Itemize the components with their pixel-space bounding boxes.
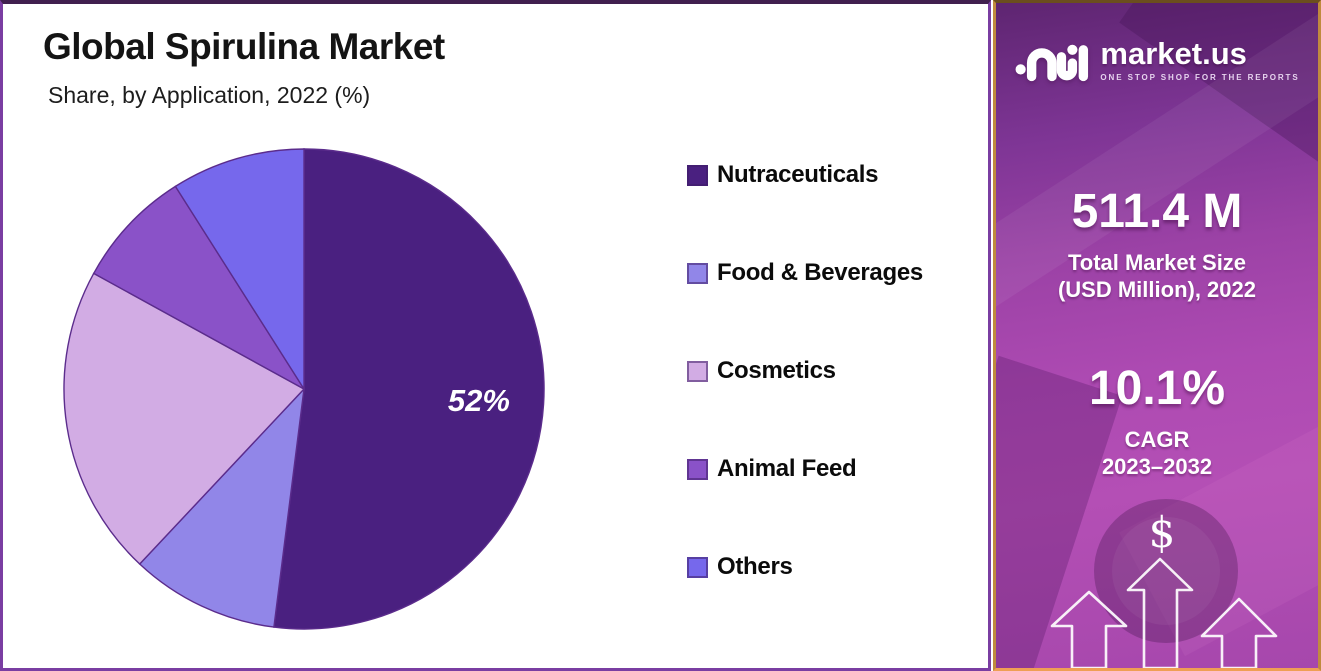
up-arrow-icon	[1126, 557, 1194, 668]
pie-slice-nutraceuticals	[273, 148, 545, 630]
pie-value-label: 52%	[448, 383, 510, 418]
legend-item-others: Others	[687, 553, 923, 580]
pie-slice-food-beverages	[138, 386, 305, 628]
market-size-label-line1: Total Market Size	[1067, 249, 1247, 275]
chart-title: Global Spirulina Market	[43, 26, 445, 67]
chart-panel: Global Spirulina Market Share, by Applic…	[0, 0, 991, 671]
brand: market.us ONE STOP SHOP FOR THE REPORTS	[996, 31, 1318, 89]
pie-slice-animal-feed	[92, 185, 305, 390]
cagr-stat: 10.1% CAGR 2023–2032	[996, 362, 1318, 481]
legend-label-others: Others	[717, 553, 793, 580]
up-arrow-icon	[1200, 597, 1278, 668]
market-size-stat: 511.4 M Total Market Size (USD Million),…	[996, 185, 1318, 304]
cagr-label-line2: 2023–2032	[1101, 454, 1213, 480]
brand-tagline: ONE STOP SHOP FOR THE REPORTS	[1100, 73, 1300, 82]
brand-name: market.us	[1100, 36, 1247, 71]
legend-swatch-food-beverages	[687, 262, 708, 284]
legend-swatch-others	[687, 556, 708, 578]
pie-chart: 52%	[63, 148, 545, 630]
legend-swatch-nutraceuticals	[687, 164, 708, 186]
deco-circle	[1112, 517, 1220, 625]
legend-swatch-animal-feed	[687, 458, 708, 480]
market-size-label-line2: (USD Million), 2022	[1057, 277, 1257, 303]
deco-circle	[1094, 499, 1238, 643]
legend: Nutraceuticals Food & Beverages Cosmetic…	[687, 161, 923, 652]
legend-item-animal-feed: Animal Feed	[687, 455, 923, 482]
legend-label-cosmetics: Cosmetics	[717, 357, 836, 384]
pie-slice-cosmetics	[63, 272, 306, 565]
panel-deco-shape	[1119, 3, 1318, 195]
legend-label-nutraceuticals: Nutraceuticals	[717, 161, 879, 188]
market-size-value: 511.4 M	[1071, 185, 1243, 238]
legend-item-nutraceuticals: Nutraceuticals	[687, 161, 923, 188]
dollar-icon: $	[1149, 508, 1176, 557]
legend-label-food-beverages: Food & Beverages	[717, 259, 923, 286]
brand-panel: market.us ONE STOP SHOP FOR THE REPORTS …	[993, 0, 1321, 671]
marketus-logo-icon	[1015, 44, 1089, 82]
legend-item-cosmetics: Cosmetics	[687, 357, 923, 384]
pie-slice-others	[174, 148, 305, 392]
cagr-label: CAGR 2023–2032	[996, 426, 1318, 481]
cagr-label-line1: CAGR	[1124, 426, 1190, 452]
brand-text: market.us ONE STOP SHOP FOR THE REPORTS	[1100, 38, 1299, 82]
legend-item-food-beverages: Food & Beverages	[687, 259, 923, 286]
legend-label-animal-feed: Animal Feed	[717, 455, 857, 482]
legend-swatch-cosmetics	[687, 360, 708, 382]
up-arrow-icon	[1050, 590, 1128, 668]
market-size-label: Total Market Size (USD Million), 2022	[996, 249, 1318, 304]
chart-subtitle: Share, by Application, 2022 (%)	[48, 82, 371, 108]
cagr-value: 10.1%	[1088, 362, 1226, 415]
growth-arrows-art: $	[1050, 499, 1278, 668]
